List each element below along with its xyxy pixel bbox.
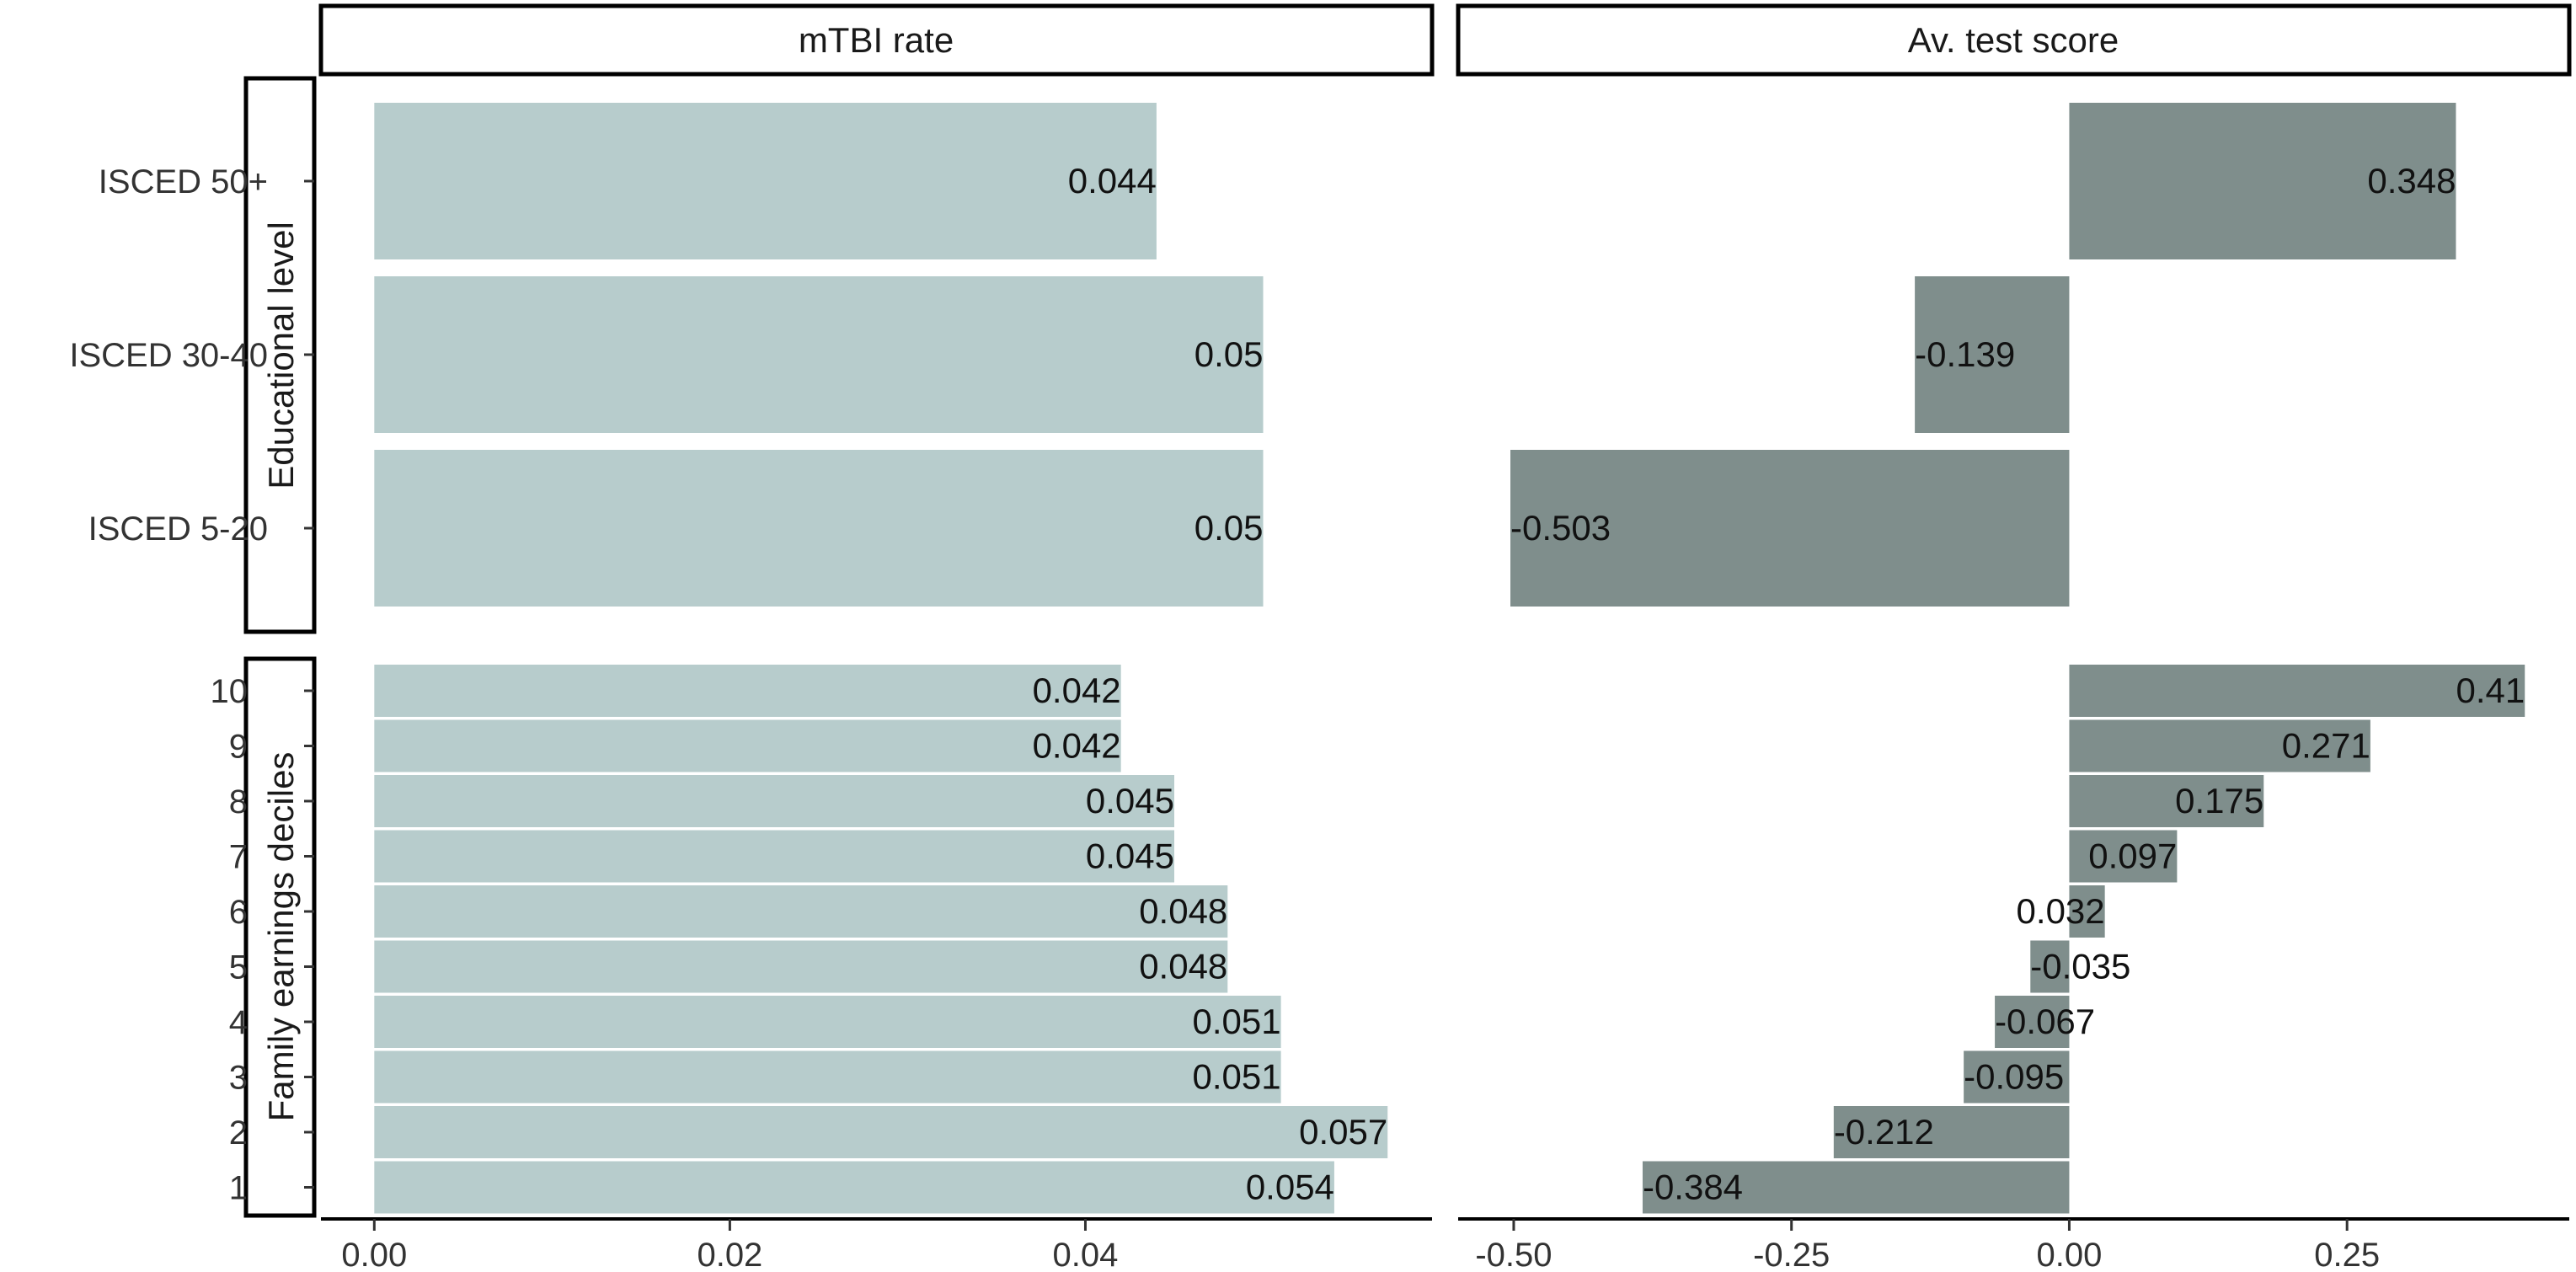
facet-strip-earnings-box (243, 656, 317, 1218)
y-tick-label: ISCED 5-20 (88, 510, 268, 548)
facet-strip-mtbi: mTBI rate (318, 3, 1435, 77)
bar-value-label-score: 0.175 (2175, 781, 2263, 820)
bar-value-label-score: -0.503 (1510, 508, 1611, 548)
bar-value-label-mtbi: 0.051 (1193, 1002, 1281, 1041)
x-tick-label-score: -0.25 (1753, 1237, 1830, 1272)
bar-score (1642, 1161, 2070, 1214)
bar-mtbi (374, 276, 1264, 433)
bar-score (1915, 276, 2070, 433)
bar-mtbi (374, 830, 1174, 883)
x-tick-label-mtbi: 0.02 (697, 1237, 762, 1272)
bar-mtbi (374, 665, 1121, 717)
bar-value-label-mtbi: 0.051 (1193, 1057, 1281, 1097)
bar-mtbi (374, 885, 1228, 938)
bar-score (1995, 996, 2070, 1048)
bar-value-label-score: -0.035 (2030, 947, 2130, 986)
x-tick-label-score: 0.25 (2314, 1237, 2380, 1272)
facet-strip-score-box (1456, 3, 2572, 77)
x-tick-label-mtbi: 0.04 (1053, 1237, 1119, 1272)
bar-mtbi (374, 996, 1281, 1048)
facet-strip-earnings: Family earnings deciles (243, 656, 317, 1218)
facet-strip-mtbi-box (318, 3, 1435, 77)
bar-value-label-mtbi: 0.048 (1139, 891, 1227, 931)
bar-score (2030, 940, 2070, 993)
facet-strip-score-label: Av. test score (1908, 20, 2119, 60)
y-tick-label: 2 (229, 1114, 248, 1152)
y-tick-label: 3 (229, 1060, 248, 1097)
facet-strip-earnings-label: Family earnings deciles (261, 752, 301, 1122)
facet-strip-education-box (243, 76, 317, 634)
bar-mtbi (374, 1106, 1388, 1158)
bar-score (2069, 885, 2105, 938)
bar-value-label-score: -0.067 (1995, 1002, 2095, 1041)
bar-score (2069, 103, 2456, 259)
bar-value-label-score: 0.41 (2456, 671, 2525, 710)
bar-value-label-mtbi: 0.05 (1194, 334, 1264, 374)
bar-score (2069, 665, 2525, 717)
bar-value-label-mtbi: 0.045 (1086, 836, 1174, 876)
bar-value-label-score: -0.384 (1643, 1168, 1743, 1207)
y-tick-label: 5 (229, 949, 248, 986)
bar-score (1833, 1106, 2070, 1158)
y-tick-label: 7 (229, 839, 248, 876)
bar-value-label-score: 0.032 (2017, 891, 2105, 931)
bar-mtbi (374, 940, 1228, 993)
bar-value-label-score: -0.095 (1964, 1057, 2064, 1097)
bar-value-label-score: 0.348 (2367, 161, 2456, 200)
bar-mtbi (374, 1050, 1281, 1104)
bar-value-label-score: 0.271 (2282, 726, 2370, 766)
bar-mtbi (374, 103, 1157, 259)
facet-strip-education: Educational level (243, 76, 317, 634)
bar-value-label-mtbi: 0.054 (1246, 1168, 1334, 1207)
y-tick-label: ISCED 50+ (99, 163, 268, 200)
bar-mtbi (374, 775, 1174, 827)
bar-score (1964, 1050, 2070, 1104)
bar-mtbi (374, 719, 1121, 772)
bar-value-label-score: 0.097 (2088, 836, 2177, 876)
bar-value-label-mtbi: 0.05 (1194, 508, 1264, 548)
bar-value-label-mtbi: 0.048 (1139, 947, 1227, 986)
y-tick-label: 4 (229, 1004, 248, 1041)
y-tick-label: 6 (229, 894, 248, 931)
bar-value-label-mtbi: 0.042 (1033, 671, 1121, 710)
facet-strip-score: Av. test score (1456, 3, 2572, 77)
bar-score (2069, 775, 2264, 827)
x-tick-label-mtbi: 0.00 (341, 1237, 407, 1272)
bar-score (2069, 830, 2178, 883)
y-tick-label: 1 (229, 1170, 248, 1207)
y-tick-label: ISCED 30-40 (69, 337, 268, 374)
facet-strip-mtbi-label: mTBI rate (799, 20, 954, 60)
y-tick-label: 8 (229, 783, 248, 820)
bar-value-label-mtbi: 0.042 (1033, 726, 1121, 766)
bar-score (1510, 450, 2070, 607)
facet-strip-education-label: Educational level (261, 222, 301, 489)
bar-value-label-mtbi: 0.044 (1068, 161, 1157, 200)
bar-value-label-mtbi: 0.057 (1299, 1112, 1387, 1152)
y-tick-label: 10 (211, 673, 249, 710)
bar-mtbi (374, 450, 1264, 607)
bar-value-label-score: -0.212 (1834, 1112, 1934, 1152)
x-tick-label-score: 0.00 (2037, 1237, 2103, 1272)
bar-score (2069, 719, 2370, 772)
y-tick-label: 9 (229, 729, 248, 766)
bar-value-label-score: -0.139 (1915, 334, 2015, 374)
panels: 0.00 0.02 0.04 0.044 0.05 0.05 0.042 0.042 0.045… (69, 78, 2569, 1272)
x-tick-label-score: -0.50 (1475, 1237, 1552, 1272)
bar-mtbi (374, 1161, 1334, 1214)
bar-value-label-mtbi: 0.045 (1086, 781, 1174, 820)
